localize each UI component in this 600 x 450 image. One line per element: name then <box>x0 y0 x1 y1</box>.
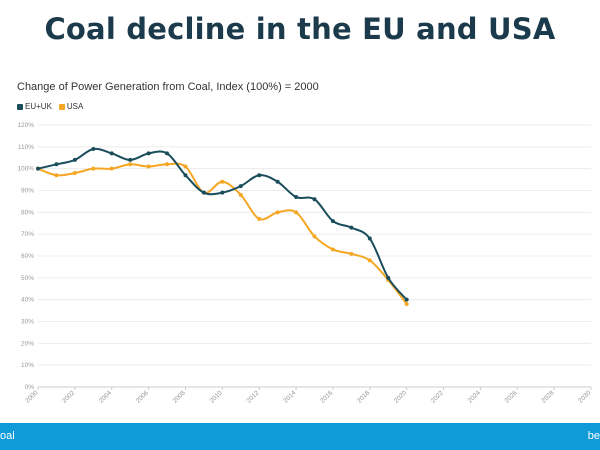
data-point-eu-uk <box>201 190 206 195</box>
data-point-eu-uk <box>349 225 354 230</box>
legend-label-usa: USA <box>66 102 84 111</box>
data-point-eu-uk <box>220 190 225 195</box>
data-point-eu-uk <box>330 219 335 224</box>
legend-item-eu-uk[interactable]: EU+UK <box>17 102 52 111</box>
x-tick-label: 2016 <box>319 389 334 404</box>
data-point-usa <box>128 162 133 167</box>
y-tick-label: 30% <box>21 319 34 326</box>
y-tick-label: 120% <box>17 122 34 129</box>
x-tick-label: 2030 <box>577 389 592 404</box>
series-line-eu-uk <box>37 147 408 301</box>
data-point-eu-uk <box>165 151 170 156</box>
x-tick-label: 2012 <box>245 389 260 404</box>
data-point-eu-uk <box>183 173 188 178</box>
slide-title: Coal decline in the EU and USA <box>44 12 556 46</box>
x-tick-label: 2020 <box>393 389 408 404</box>
data-point-usa <box>54 173 59 178</box>
y-tick-label: 90% <box>21 188 34 195</box>
data-point-usa <box>312 234 317 239</box>
data-point-eu-uk <box>312 197 317 202</box>
data-point-usa <box>146 164 151 169</box>
footer-bar: oal be <box>0 423 600 450</box>
x-tick-label: 2026 <box>504 389 519 404</box>
line-chart: 0% 10% 20% 30% 40% 50% 60% 70% 80% 90% 100% 110% 120… <box>17 122 592 405</box>
legend-swatch-eu-uk <box>17 103 23 110</box>
data-point-eu-uk <box>54 162 59 167</box>
x-tick-label: 2018 <box>356 389 371 404</box>
x-tick-label: 2000 <box>24 389 39 404</box>
data-point-eu-uk <box>294 195 299 200</box>
footer-left-text: oal <box>0 430 15 442</box>
data-point-usa <box>91 166 96 171</box>
data-point-usa <box>330 247 335 252</box>
footer-right-text: be <box>587 430 600 442</box>
data-point-usa <box>349 251 354 256</box>
data-point-eu-uk <box>72 157 77 162</box>
data-point-usa <box>238 192 243 197</box>
data-point-eu-uk <box>386 275 391 280</box>
y-tick-label: 110% <box>18 144 34 151</box>
y-tick-label: 20% <box>21 340 34 347</box>
data-point-eu-uk <box>146 151 151 156</box>
data-point-eu-uk <box>275 179 280 184</box>
y-tick-label: 0% <box>25 384 35 391</box>
data-point-usa <box>165 162 170 167</box>
x-tick-label: 2008 <box>172 389 187 404</box>
x-tick-label: 2028 <box>540 389 555 404</box>
data-point-eu-uk <box>109 151 114 156</box>
data-point-eu-uk <box>91 147 96 152</box>
y-tick-label: 100% <box>17 166 34 173</box>
legend-swatch-usa <box>58 103 65 110</box>
x-tick-label: 2014 <box>282 389 297 404</box>
y-tick-label: 70% <box>21 231 34 238</box>
data-point-usa <box>275 210 280 215</box>
y-tick-label: 80% <box>21 209 34 216</box>
data-point-eu-uk <box>36 166 40 171</box>
data-point-eu-uk <box>404 297 409 302</box>
chart-title: Change of Power Generation from Coal, In… <box>17 81 319 93</box>
y-tick-label: 10% <box>21 362 34 369</box>
y-tick-label: 60% <box>21 253 34 260</box>
data-point-usa <box>404 302 409 307</box>
y-tick-label: 40% <box>21 297 34 304</box>
y-tick-label: 50% <box>21 275 34 282</box>
data-point-usa <box>109 166 114 171</box>
x-tick-label: 2010 <box>209 389 224 404</box>
data-point-eu-uk <box>128 157 133 162</box>
data-point-usa <box>72 171 77 176</box>
data-point-usa <box>220 179 225 184</box>
data-point-eu-uk <box>257 173 262 178</box>
x-tick-label: 2022 <box>430 389 445 404</box>
x-tick-label: 2004 <box>98 389 113 404</box>
data-point-usa <box>257 216 262 221</box>
x-tick-label: 2002 <box>61 389 76 404</box>
data-point-eu-uk <box>367 236 372 241</box>
data-point-usa <box>183 164 188 169</box>
legend-item-usa[interactable]: USA <box>58 102 84 111</box>
data-point-eu-uk <box>238 184 243 189</box>
data-point-usa <box>294 210 299 215</box>
x-tick-label: 2006 <box>135 389 150 404</box>
legend-label-eu-uk: EU+UK <box>25 102 52 111</box>
data-point-usa <box>367 258 372 263</box>
chart-legend: EU+UK USA <box>17 102 83 111</box>
x-tick-label: 2024 <box>467 389 482 404</box>
